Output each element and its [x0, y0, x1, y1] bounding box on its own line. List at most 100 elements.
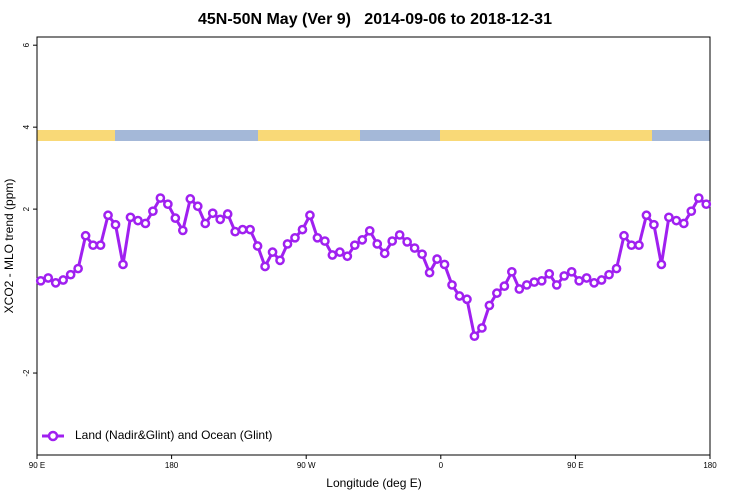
point — [619, 230, 629, 241]
point — [88, 240, 98, 251]
point — [320, 236, 330, 246]
point — [237, 224, 248, 235]
point — [574, 275, 584, 286]
point — [462, 294, 472, 305]
point — [335, 247, 345, 257]
point — [544, 269, 555, 279]
point — [656, 259, 667, 270]
chart-title: 45N-50N May (Ver 9) 2014-09-06 to 2018-1… — [198, 11, 552, 28]
point — [693, 193, 704, 203]
x-tick-label: 90 E — [567, 461, 583, 470]
point — [566, 266, 577, 277]
point — [514, 284, 525, 294]
point — [364, 225, 375, 236]
point — [170, 213, 181, 223]
point — [701, 199, 712, 210]
point — [73, 263, 83, 274]
plot-frame — [36, 36, 711, 456]
x-axis-label: Longitude (deg E) — [326, 476, 421, 490]
point — [492, 288, 502, 298]
point — [215, 214, 226, 225]
point — [222, 209, 233, 219]
point — [521, 280, 532, 290]
point — [192, 201, 203, 212]
point — [611, 263, 622, 274]
point — [177, 225, 188, 236]
point — [551, 280, 562, 290]
point — [305, 210, 315, 221]
legend-marker — [47, 430, 59, 442]
point — [454, 291, 465, 301]
point — [58, 275, 69, 285]
point — [357, 235, 368, 245]
land-band — [37, 130, 115, 141]
point — [252, 241, 263, 251]
point — [133, 215, 143, 226]
point — [349, 240, 360, 251]
x-tick-label: 0 — [439, 461, 444, 470]
ocean-band — [360, 130, 440, 141]
point — [125, 212, 136, 223]
point — [626, 240, 637, 251]
ocean-band — [115, 130, 258, 141]
point — [50, 278, 61, 288]
land-band — [258, 130, 360, 141]
point — [245, 224, 255, 235]
point — [110, 219, 121, 230]
point — [417, 249, 427, 260]
surface-band — [37, 130, 710, 141]
point — [207, 208, 218, 219]
point — [559, 271, 570, 281]
point — [65, 269, 76, 280]
point — [536, 275, 547, 286]
y-tick-label: 6 — [22, 42, 31, 47]
point — [604, 269, 614, 280]
x-tick-label: 180 — [703, 461, 717, 470]
x-tick-label: 180 — [165, 461, 179, 470]
point — [312, 232, 323, 243]
point — [297, 224, 308, 235]
ocean-band — [652, 130, 710, 141]
point — [35, 275, 46, 286]
point — [230, 226, 241, 237]
point — [372, 239, 383, 249]
point — [671, 215, 682, 226]
point — [447, 280, 457, 290]
point — [439, 259, 450, 270]
point — [506, 266, 517, 277]
point — [387, 236, 398, 246]
point — [634, 240, 644, 251]
point — [678, 218, 689, 229]
point — [499, 281, 510, 292]
point — [43, 273, 54, 283]
point — [140, 218, 151, 229]
point — [424, 267, 435, 278]
point — [409, 243, 420, 253]
x-tick-label: 90 W — [297, 461, 316, 470]
point — [379, 248, 390, 259]
point — [185, 194, 196, 204]
point — [529, 277, 540, 287]
point — [477, 323, 487, 333]
point — [148, 206, 158, 217]
y-tick-label: -2 — [22, 369, 31, 377]
point — [118, 259, 128, 270]
point — [163, 199, 173, 210]
point — [469, 331, 480, 342]
point — [267, 247, 278, 257]
land-band — [440, 130, 652, 141]
point — [342, 251, 353, 262]
point — [103, 210, 113, 221]
point — [581, 273, 592, 283]
point — [275, 255, 285, 266]
point — [200, 218, 211, 229]
point — [664, 212, 674, 223]
point — [327, 250, 338, 260]
x-tick-label: 90 E — [29, 461, 45, 470]
point — [95, 240, 106, 251]
point — [260, 261, 270, 272]
point — [432, 254, 442, 264]
point — [641, 210, 652, 221]
point — [394, 230, 405, 240]
